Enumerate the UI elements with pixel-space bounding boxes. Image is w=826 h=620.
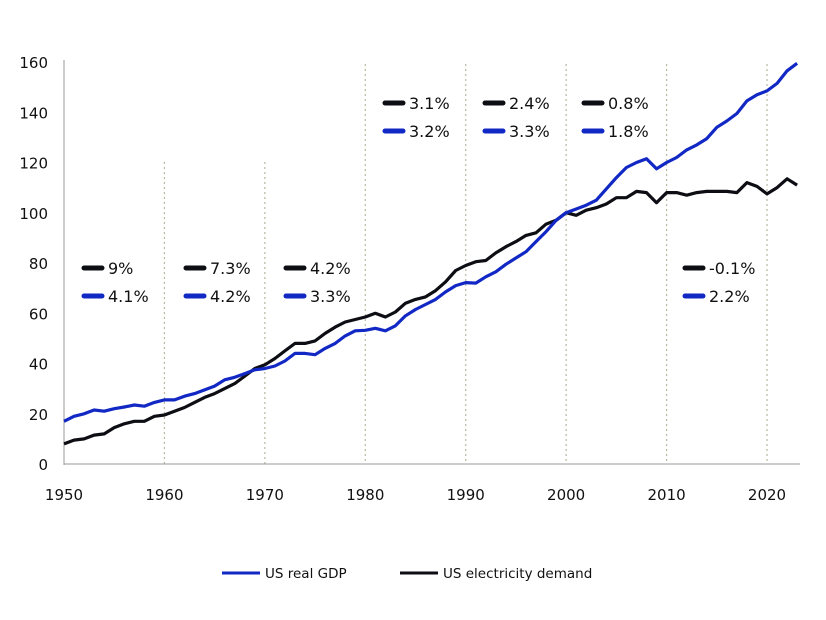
y-tick-label: 100	[19, 205, 48, 223]
electricity-growth-label: -0.1%	[709, 259, 755, 278]
x-tick-label: 2020	[748, 486, 786, 504]
gdp-growth-label: 1.8%	[608, 122, 649, 141]
x-tick-label: 1970	[246, 486, 284, 504]
series-line-electricity	[63, 177, 798, 446]
x-tick-label: 1950	[45, 486, 83, 504]
annotation-1970s: 4.2% 3.3%	[283, 259, 351, 306]
y-tick-label: 20	[29, 406, 48, 424]
gdp-growth-label: 3.2%	[409, 122, 450, 141]
x-tick-label: 2010	[647, 486, 685, 504]
y-tick-label: 60	[29, 305, 48, 323]
y-tick-label: 0	[38, 456, 48, 474]
annotation-1960s: 7.3% 4.2%	[183, 259, 251, 306]
y-tick-label: 120	[19, 155, 48, 173]
x-tick-label: 1980	[346, 486, 384, 504]
annotation-2000s: 0.8% 1.8%	[581, 94, 649, 141]
y-tick-label: 40	[29, 356, 48, 374]
series-line-gdp	[63, 62, 799, 423]
annotation-2010s: -0.1% 2.2%	[682, 259, 755, 306]
legend-label: US electricity demand	[443, 566, 592, 582]
x-tick-label: 1960	[145, 486, 183, 504]
y-tick-label: 140	[19, 104, 48, 122]
gdp-growth-label: 3.3%	[509, 122, 550, 141]
electricity-growth-label: 9%	[108, 259, 133, 278]
electricity-growth-label: 4.2%	[310, 259, 351, 278]
annotation-1950s: 9% 4.1%	[81, 259, 149, 306]
gdp-growth-label: 4.1%	[108, 287, 149, 306]
gdp-growth-label: 2.2%	[709, 287, 750, 306]
annotation-1980s: 3.1% 3.2%	[382, 94, 450, 141]
gdp-growth-label: 3.3%	[310, 287, 351, 306]
electricity-growth-label: 3.1%	[409, 94, 450, 113]
electricity-growth-label: 7.3%	[210, 259, 251, 278]
y-tick-label: 160	[19, 54, 48, 72]
x-tick-label: 2000	[547, 486, 585, 504]
gdp-growth-label: 4.2%	[210, 287, 251, 306]
electricity-growth-label: 0.8%	[608, 94, 649, 113]
x-tick-label: 1990	[447, 486, 485, 504]
annotation-1990s: 2.4% 3.3%	[482, 94, 550, 141]
legend-label: US real GDP	[265, 566, 347, 582]
electricity-growth-label: 2.4%	[509, 94, 550, 113]
y-tick-label: 80	[29, 255, 48, 273]
